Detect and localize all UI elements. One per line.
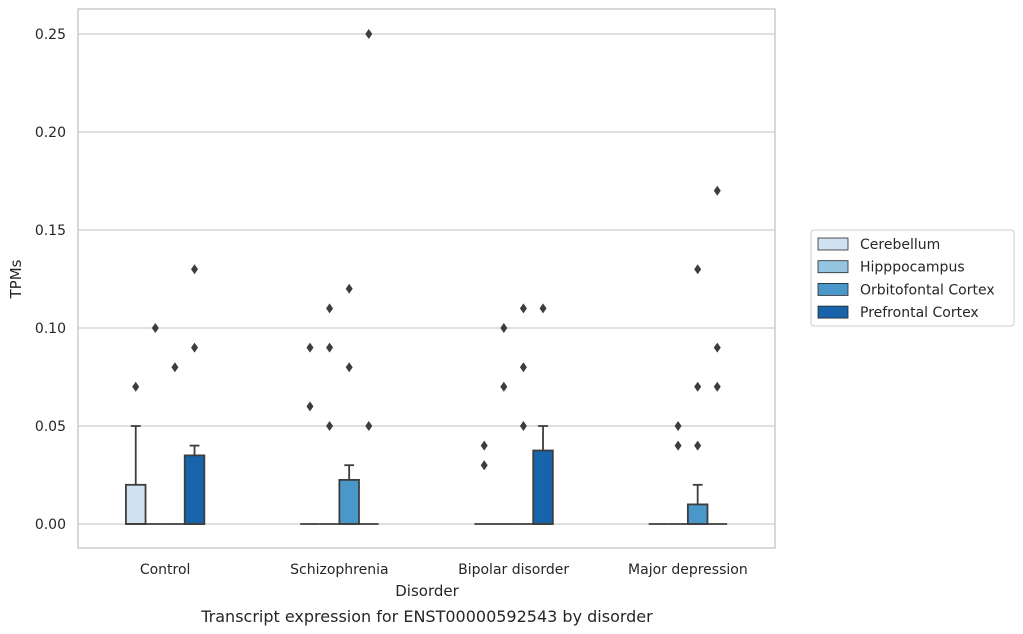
outlier-point xyxy=(519,362,527,373)
outlier-point xyxy=(306,401,314,412)
box-group xyxy=(358,29,379,525)
outlier-point xyxy=(191,342,199,353)
outlier-point xyxy=(713,342,721,353)
outlier-point xyxy=(132,381,140,392)
x-axis-title: Disorder xyxy=(395,582,459,600)
box-group xyxy=(183,264,206,525)
box-group xyxy=(707,185,728,525)
chart-caption: Transcript expression for ENST0000059254… xyxy=(200,607,653,626)
y-tick-label: 0.15 xyxy=(35,223,66,239)
box xyxy=(532,449,554,525)
outlier-point xyxy=(500,323,508,333)
legend-entries: Cerebellum Hipppocampus Orbitofontal Corte… xyxy=(817,237,995,321)
outlier-point xyxy=(674,440,682,451)
outlier-point xyxy=(713,185,721,196)
legend-swatch xyxy=(817,305,849,319)
y-tick-label: 0.20 xyxy=(35,125,66,141)
x-tick-label: Major depression xyxy=(628,562,748,578)
y-axis-title: TPMs xyxy=(7,259,25,299)
x-axis-ticks: Control Schizophrenia Bipolar disorder Majo… xyxy=(140,562,748,578)
legend-frame xyxy=(810,229,1015,327)
y-tick-label: 0.10 xyxy=(35,321,66,337)
legend-label: Orbitofontal Cortex xyxy=(860,282,995,298)
y-axis-ticks: 0.00 0.05 0.10 0.15 0.20 0.25 xyxy=(35,27,66,533)
y-tick-label: 0.00 xyxy=(35,517,66,533)
box-group xyxy=(300,342,320,525)
outlier-point xyxy=(326,421,334,431)
outlier-point xyxy=(151,323,159,333)
outlier-point xyxy=(694,381,702,392)
box xyxy=(125,483,147,525)
outlier-point xyxy=(519,303,527,314)
box-group xyxy=(494,323,514,525)
box xyxy=(686,503,709,525)
outlier-point xyxy=(519,421,527,431)
outlier-point xyxy=(345,283,353,294)
outlier-point xyxy=(480,440,488,451)
outlier-point xyxy=(326,303,334,314)
outlier-point xyxy=(345,362,353,373)
gridlines xyxy=(78,33,775,525)
plot-marks xyxy=(125,29,728,525)
x-tick-label: Control xyxy=(140,562,191,578)
outlier-point xyxy=(500,381,508,392)
legend-label: Hipppocampus xyxy=(860,260,965,276)
outlier-point xyxy=(306,342,314,353)
outlier-point xyxy=(365,421,373,431)
legend: Cerebellum Hipppocampus Orbitofontal Corte… xyxy=(810,229,1015,327)
box-group xyxy=(145,323,166,525)
y-tick-label: 0.25 xyxy=(35,27,66,43)
outlier-point xyxy=(694,440,702,451)
y-tick-label: 0.05 xyxy=(35,419,66,435)
box xyxy=(338,478,360,525)
outlier-point xyxy=(326,342,334,353)
outlier-point xyxy=(539,303,547,314)
outlier-point xyxy=(480,460,488,471)
legend-label: Cerebellum xyxy=(860,237,940,253)
outlier-point xyxy=(694,264,702,275)
x-tick-label: Schizophrenia xyxy=(290,562,388,578)
outlier-point xyxy=(171,362,179,373)
box-group xyxy=(532,303,554,525)
box-group xyxy=(668,421,688,525)
legend-swatch xyxy=(817,260,849,274)
box-group xyxy=(513,303,534,525)
outlier-point xyxy=(191,264,199,275)
outlier-point xyxy=(365,29,373,39)
legend-swatch xyxy=(817,237,849,251)
legend-swatch xyxy=(817,282,849,296)
legend-label: Prefrontal Cortex xyxy=(860,305,979,321)
plot-frame xyxy=(77,8,776,549)
box-group xyxy=(125,381,147,525)
box-group xyxy=(338,283,360,525)
box xyxy=(183,454,206,525)
outlier-point xyxy=(674,421,682,431)
box-group xyxy=(686,264,709,525)
x-tick-label: Bipolar disorder xyxy=(458,562,569,578)
box-group xyxy=(474,440,495,525)
box-group xyxy=(319,303,340,525)
box-group xyxy=(165,362,185,525)
outlier-point xyxy=(713,381,721,392)
